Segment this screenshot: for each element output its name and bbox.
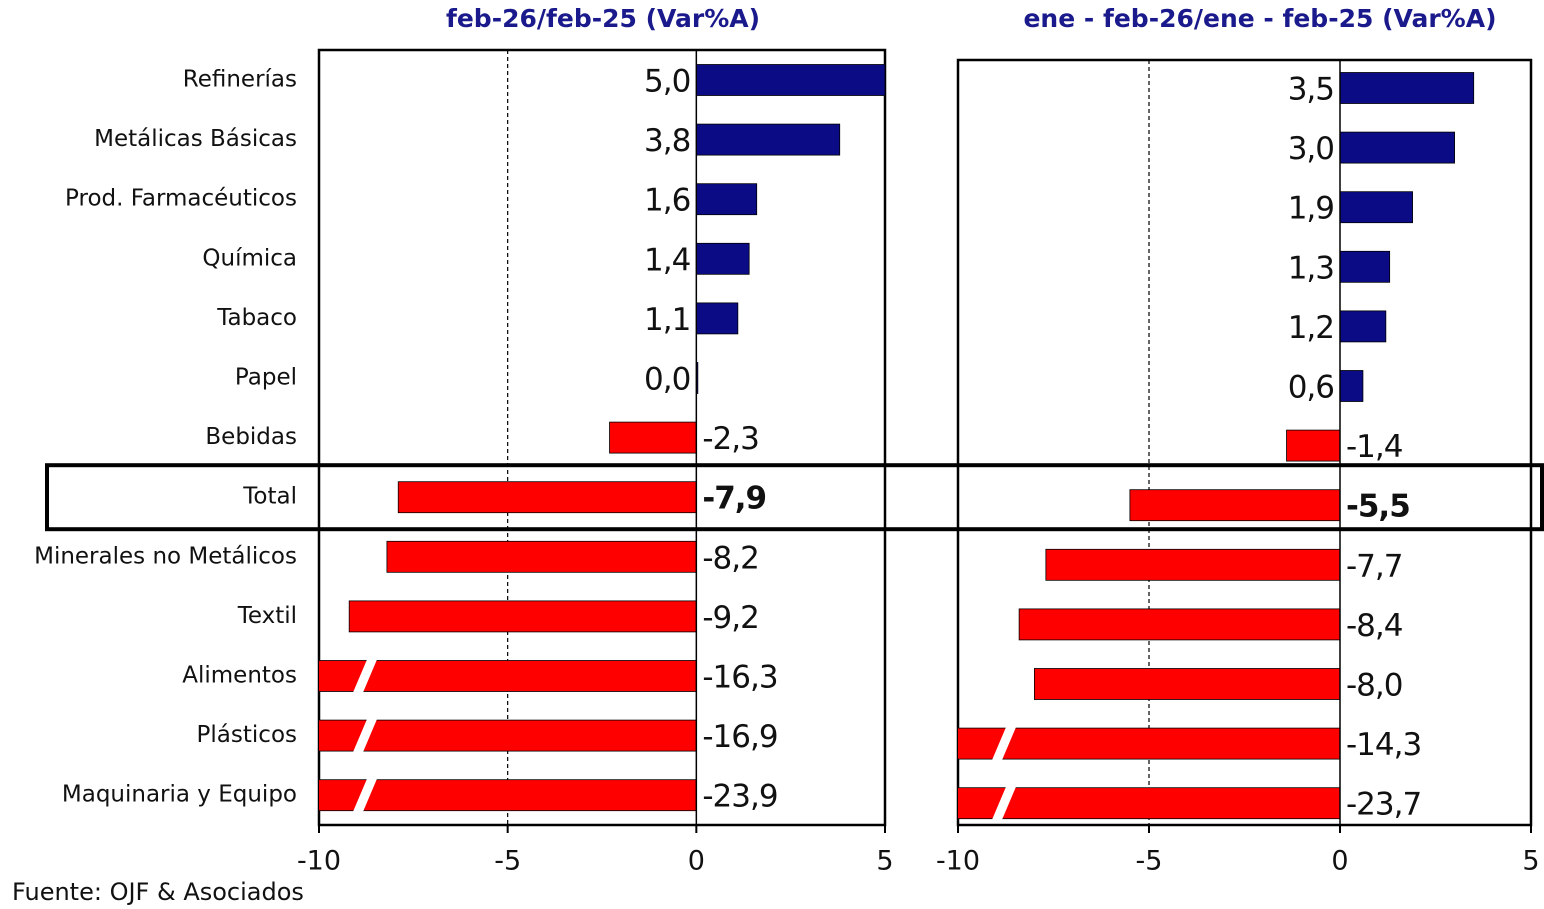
- axis-break: [353, 778, 377, 812]
- bar: [609, 421, 697, 454]
- bar: [1034, 668, 1341, 700]
- bar: [695, 183, 758, 216]
- bars: [958, 72, 1475, 820]
- category-label: Metálicas Básicas: [94, 126, 297, 152]
- value-label: -1,4: [1346, 429, 1403, 465]
- bar: [1339, 131, 1455, 164]
- value-label: 3,8: [644, 123, 690, 159]
- value-label: 0,6: [1288, 370, 1334, 406]
- bars: [319, 64, 885, 812]
- value-label: 5,0: [644, 64, 690, 100]
- category-label: Minerales no Metálicos: [34, 543, 297, 569]
- category-label: Tabaco: [216, 305, 297, 331]
- value-label: -5,5: [1346, 489, 1410, 525]
- bar: [1339, 72, 1475, 104]
- bar: [1339, 191, 1413, 224]
- value-label: 0,0: [644, 362, 690, 398]
- axis-break: [992, 727, 1016, 761]
- source: Fuente: OJF & Asociados: [12, 878, 304, 906]
- bar: [319, 660, 697, 692]
- value-label: -23,9: [702, 779, 777, 815]
- category-label: Alimentos: [182, 663, 297, 689]
- category-label: Maquinaria y Equipo: [62, 782, 297, 808]
- axis-break: [353, 659, 377, 693]
- axis-break: [992, 786, 1016, 820]
- value-label: 3,0: [1288, 131, 1334, 167]
- value-label: 1,1: [644, 302, 690, 338]
- plot-frame: [317, 48, 887, 827]
- x-tick-label: -5: [1136, 846, 1163, 877]
- bar: [397, 481, 697, 514]
- highlight-box: [45, 463, 1544, 532]
- category-label: Química: [202, 245, 297, 271]
- bar: [386, 540, 697, 573]
- bar: [695, 302, 739, 335]
- bar: [1018, 608, 1341, 641]
- value-label: -8,4: [1346, 608, 1403, 644]
- bar: [695, 242, 750, 275]
- chart-title: ene - feb-26/ene - feb-25 (Var%A): [1023, 4, 1496, 33]
- bar: [1339, 310, 1387, 343]
- category-label: Prod. Farmacéuticos: [65, 186, 297, 212]
- value-label: -16,9: [702, 719, 777, 755]
- value-label: -14,3: [1346, 727, 1421, 763]
- bar: [1129, 489, 1341, 522]
- x-tick-label: -10: [936, 846, 980, 877]
- plot-frame: [956, 58, 1533, 827]
- category-label: Papel: [235, 365, 297, 391]
- axis-break: [353, 719, 377, 753]
- value-label: -16,3: [702, 660, 777, 696]
- bar: [958, 727, 1341, 760]
- value-label: 1,6: [644, 183, 690, 219]
- bar: [1339, 250, 1391, 283]
- category-label: Plásticos: [197, 722, 297, 748]
- value-label: -2,3: [702, 421, 759, 457]
- value-label: 1,3: [1288, 250, 1334, 286]
- value-label: 1,9: [1288, 191, 1334, 227]
- value-label: -23,7: [1346, 787, 1421, 823]
- value-label: 3,5: [1288, 72, 1334, 108]
- category-label: Total: [242, 484, 297, 510]
- x-tick-label: 5: [1522, 846, 1539, 877]
- bar: [348, 600, 697, 633]
- x-tick-label: 5: [876, 846, 893, 877]
- bar: [695, 64, 885, 96]
- x-tick-label: 0: [688, 846, 705, 877]
- value-label: -8,0: [1346, 668, 1403, 704]
- value-label: -7,9: [702, 481, 766, 517]
- bar: [1045, 548, 1341, 581]
- x-tick-label: -10: [297, 846, 341, 877]
- x-tick-label: -5: [494, 846, 521, 877]
- value-label: -7,7: [1346, 548, 1403, 584]
- category-label: Textil: [237, 603, 297, 629]
- bar: [695, 123, 841, 156]
- value-label: 1,2: [1288, 310, 1334, 346]
- bar: [319, 719, 697, 752]
- bar: [1339, 370, 1364, 402]
- value-label: -8,2: [702, 540, 759, 576]
- value-label: 1,4: [644, 242, 690, 278]
- category-label: Bebidas: [205, 424, 297, 450]
- x-tick-label: 0: [1331, 846, 1348, 877]
- value-label: -9,2: [702, 600, 759, 636]
- bar: [1286, 429, 1341, 462]
- category-label: Refinerías: [183, 67, 297, 93]
- chart-title: feb-26/feb-25 (Var%A): [446, 4, 760, 33]
